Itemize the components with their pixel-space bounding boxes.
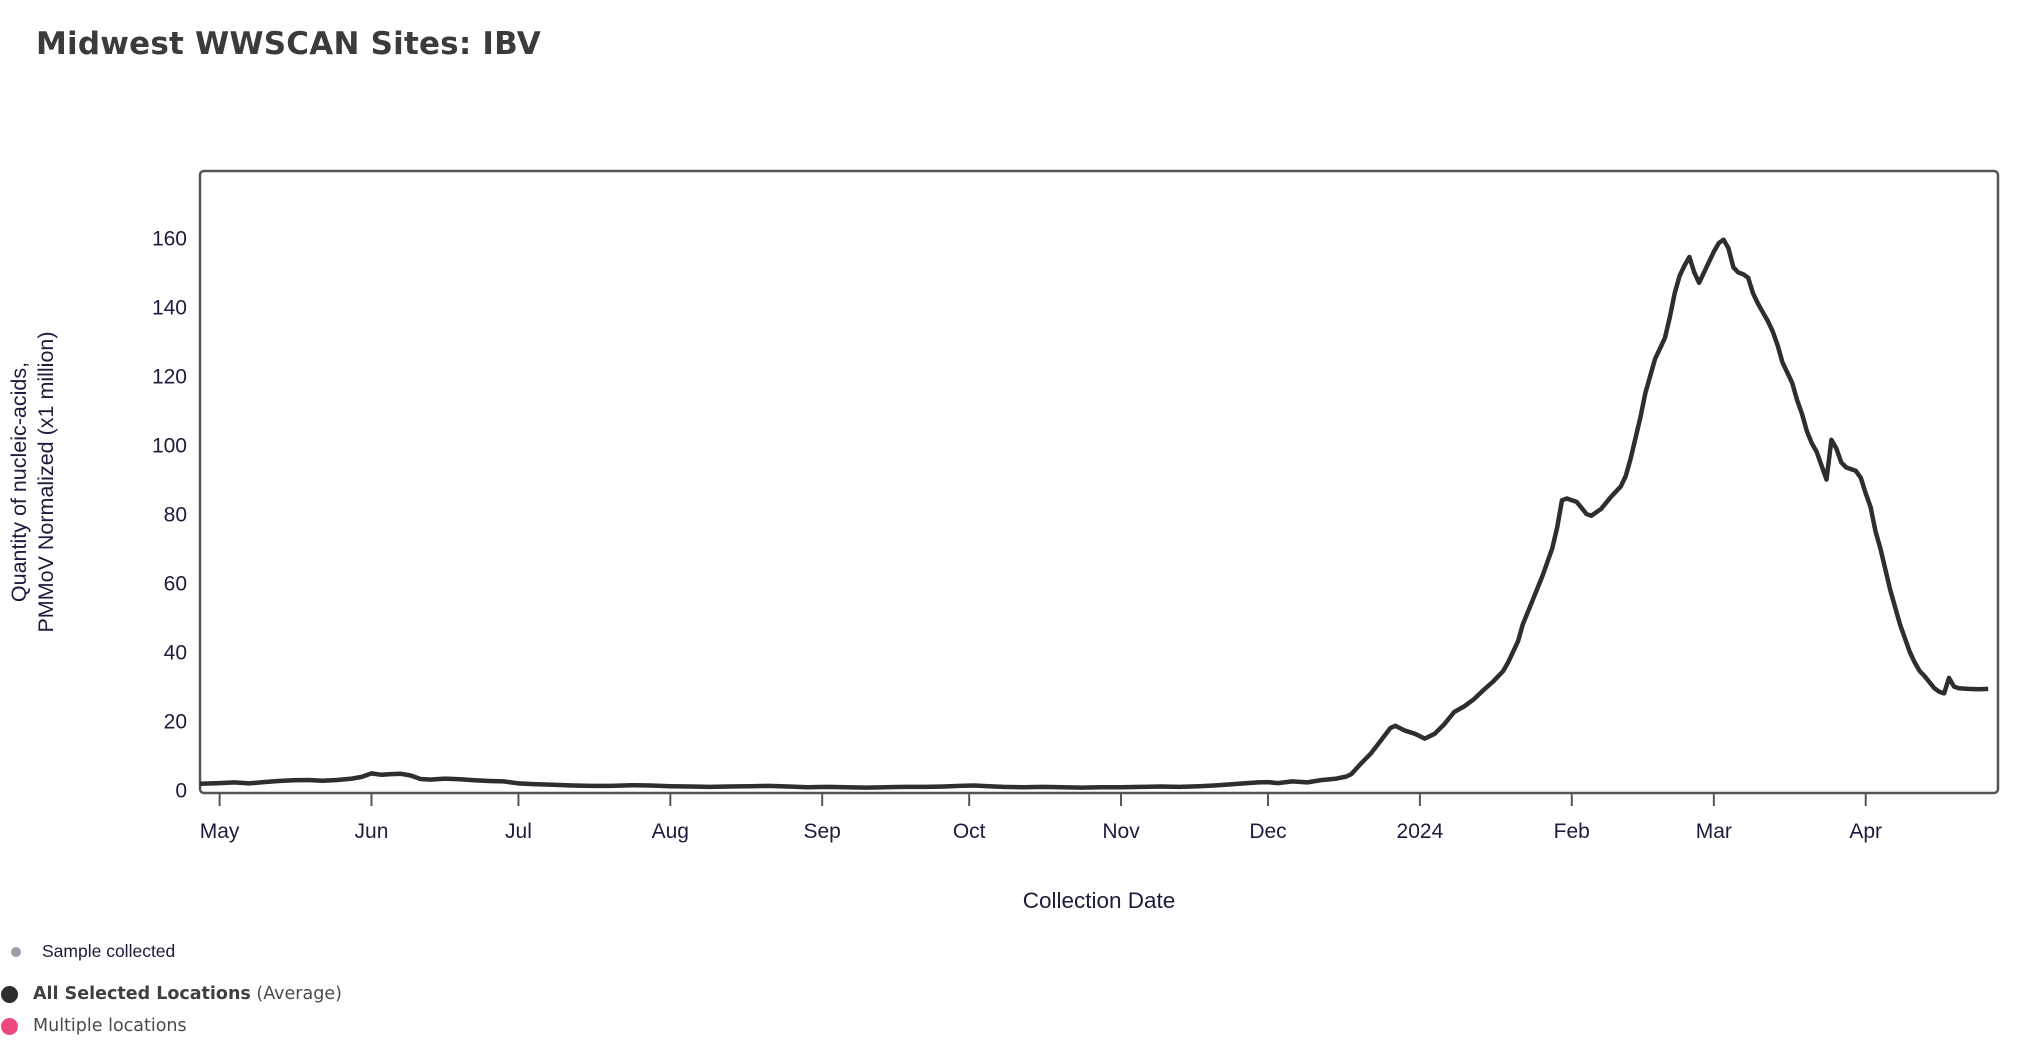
x-tick-label: May	[200, 820, 240, 843]
x-tick-label: Dec	[1249, 820, 1286, 843]
y-axis-title-line1: Quantity of nucleic-acids,	[7, 362, 31, 602]
y-tick-label: 120	[152, 366, 187, 389]
y-tick-label: 80	[164, 504, 187, 527]
x-tick-label: Jun	[355, 820, 389, 843]
legend-item-all-selected-locations[interactable]: All Selected Locations (Average)	[1, 984, 342, 1004]
average-data-line	[199, 237, 1989, 790]
y-tick-label: 140	[152, 297, 187, 320]
legend-label-bold: All Selected Locations	[33, 984, 251, 1004]
x-tick-label: Apr	[1849, 820, 1882, 843]
average-dot-icon	[1, 985, 18, 1003]
x-tick-label: 2024	[1397, 820, 1444, 843]
legend-label: Sample collected	[42, 941, 176, 961]
y-tick-label: 0	[175, 780, 187, 803]
x-tick-label: Mar	[1696, 820, 1732, 843]
x-tick-label: Sep	[804, 820, 841, 843]
y-tick-label: 40	[164, 642, 187, 665]
x-axis-title: Collection Date	[1023, 888, 1176, 913]
sample-dot-icon	[11, 946, 21, 957]
legend-item-sample-collected[interactable]: Sample collected	[11, 941, 175, 962]
page-title: Midwest WWSCAN Sites: IBV	[36, 26, 541, 62]
legend-label: Multiple locations	[33, 1016, 187, 1036]
x-tick-label: Aug	[652, 820, 689, 843]
y-tick-label: 160	[152, 228, 187, 251]
y-tick-label: 60	[164, 573, 187, 596]
x-tick-label: Nov	[1102, 820, 1140, 843]
multiple-locations-dot-icon	[1, 1017, 18, 1035]
legend-item-multiple-locations[interactable]: Multiple locations	[1, 1016, 187, 1036]
plot-border	[198, 169, 2000, 795]
x-tick-label: Jul	[505, 820, 532, 843]
y-tick-label: 100	[152, 435, 187, 458]
y-tick-label: 20	[164, 711, 187, 734]
y-axis-title-line2: PMMoV Normalized (x1 million)	[34, 331, 58, 632]
x-tick-label: Feb	[1554, 820, 1590, 843]
legend-label-normal: (Average)	[250, 984, 342, 1004]
x-tick-label: Oct	[953, 820, 986, 843]
